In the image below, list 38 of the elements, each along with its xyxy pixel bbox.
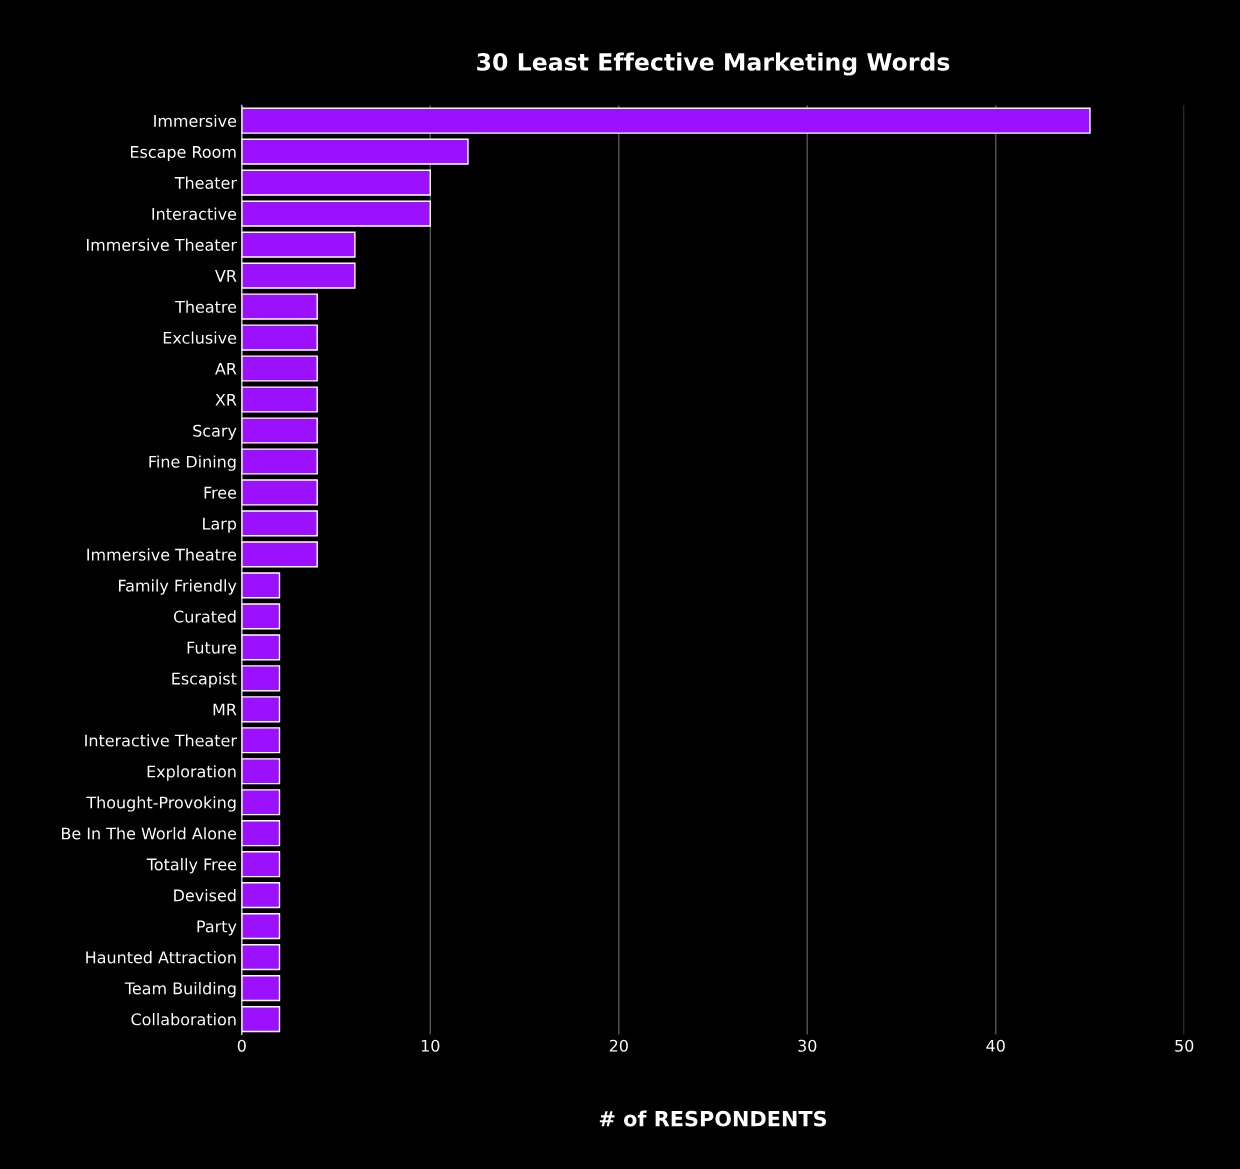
chart-title: 30 Least Effective Marketing Words	[477, 52, 950, 76]
y-tick-label: Thought-Provoking	[86, 796, 236, 812]
y-tick-label: Totally Free	[146, 858, 237, 874]
x-tick-label: 20	[609, 1039, 628, 1052]
y-tick-label: XR	[215, 393, 237, 406]
y-tick-label: Scary	[193, 424, 237, 440]
y-tick-label: Theater	[174, 176, 237, 189]
y-tick-label: Immersive	[154, 114, 237, 127]
y-tick-label: Haunted Attraction	[86, 951, 236, 964]
x-tick-label: 10	[421, 1039, 440, 1052]
y-tick-label: Exclusive	[163, 331, 237, 344]
y-tick-label: Theatre	[175, 300, 237, 313]
y-tick-label: AR	[215, 362, 237, 375]
y-tick-label: Devised	[174, 889, 236, 902]
y-tick-label: Party	[197, 920, 237, 936]
y-tick-label: VR	[215, 270, 237, 282]
y-tick-label: Larp	[203, 517, 237, 533]
y-tick-label: MR	[213, 703, 237, 716]
y-tick-label: Be In The World Alone	[62, 827, 237, 840]
x-axis-title: # of RESPONDENTS	[599, 1110, 827, 1127]
y-tick-label: Curated	[173, 610, 236, 623]
y-tick-label: Escapist	[172, 672, 237, 688]
x-tick-label: 40	[986, 1039, 1005, 1052]
y-tick-label: Escape Room	[131, 146, 236, 162]
y-tick-label: Immersive Theatre	[87, 548, 237, 561]
x-tick-label: 30	[798, 1039, 817, 1052]
y-tick-label: Exploration	[147, 765, 236, 781]
y-tick-label: Fine Dining	[149, 455, 236, 471]
y-tick-label: Free	[204, 486, 237, 499]
y-tick-label: Interactive Theater	[85, 734, 237, 747]
y-tick-label: Team Building	[124, 982, 236, 998]
y-tick-label: Family Friendly	[119, 579, 237, 595]
x-tick-label: 0	[237, 1039, 246, 1052]
y-tick-label: Future	[187, 641, 237, 654]
x-tick-label: 50	[1175, 1039, 1194, 1052]
y-tick-label: Collaboration	[131, 1013, 236, 1026]
y-tick-label: Immersive Theater	[87, 238, 237, 251]
y-tick-label: Interactive	[152, 207, 237, 220]
